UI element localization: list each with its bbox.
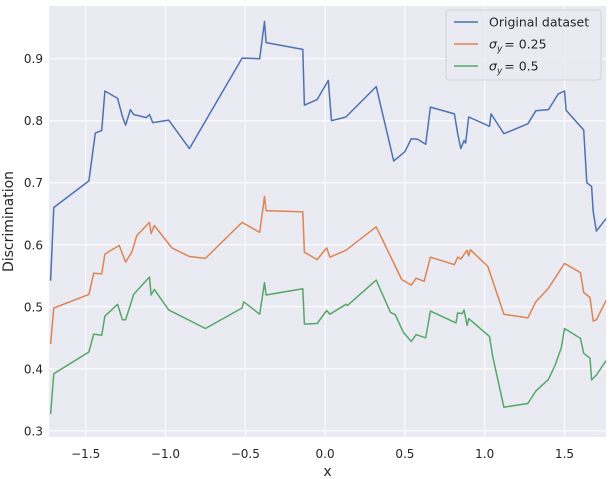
legend-label-original: Original dataset <box>489 15 589 30</box>
y-tick-label: 0.6 <box>24 238 43 252</box>
grid-lines <box>49 6 606 437</box>
y-tick-label: 0.5 <box>24 300 43 314</box>
x-tick-label: −1.0 <box>151 447 180 461</box>
y-tick-label: 0.8 <box>24 114 43 128</box>
x-axis-label: x <box>323 464 331 479</box>
series-line-original <box>49 20 607 281</box>
x-tick-label: 0.0 <box>316 447 335 461</box>
x-tick-label: −0.5 <box>231 447 260 461</box>
x-tick-label: −1.5 <box>71 447 100 461</box>
x-tick-label: 1.5 <box>555 447 574 461</box>
x-tick-labels: −1.5 −1.0 −0.5 0.0 0.5 1.0 1.5 <box>71 447 574 461</box>
y-tick-labels: 0.3 0.4 0.5 0.6 0.7 0.8 0.9 <box>24 52 43 438</box>
series-lines <box>49 20 607 415</box>
y-tick-label: 0.7 <box>24 176 43 190</box>
y-tick-label: 0.9 <box>24 52 43 66</box>
legend-label-sigma-05: σy = 0.5 <box>489 59 539 77</box>
y-tick-label: 0.4 <box>24 362 43 376</box>
legend: Original dataset σy = 0.25 σy = 0.5 <box>445 9 602 81</box>
x-tick-label: 0.5 <box>395 447 414 461</box>
y-tick-label: 0.3 <box>24 424 43 438</box>
legend-box <box>445 9 602 81</box>
legend-label-sigma-025: σy = 0.25 <box>489 37 547 55</box>
series-line-sigma-05 <box>49 276 607 415</box>
x-tick-label: 1.0 <box>475 447 494 461</box>
series-line-sigma-025 <box>49 195 607 345</box>
y-axis-label: Discrimination <box>1 171 17 272</box>
